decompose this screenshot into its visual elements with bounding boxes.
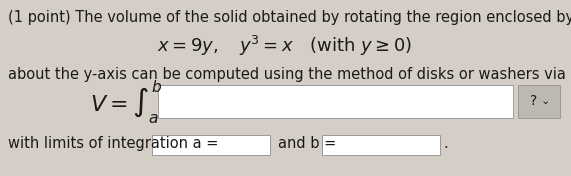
Text: $x = 9y, \quad y^3 = x \quad \mathrm{(with\ } y \geq 0)$: $x = 9y, \quad y^3 = x \quad \mathrm{(wi… <box>158 34 412 58</box>
FancyBboxPatch shape <box>152 135 270 155</box>
Text: ⌄: ⌄ <box>540 96 550 106</box>
FancyBboxPatch shape <box>518 85 560 118</box>
FancyBboxPatch shape <box>322 135 440 155</box>
Text: about the y-axis can be computed using the method of disks or washers via an int: about the y-axis can be computed using t… <box>8 67 571 82</box>
Text: .: . <box>443 136 448 151</box>
Text: $V = \int_a^b$: $V = \int_a^b$ <box>90 78 163 126</box>
Text: with limits of integration a =: with limits of integration a = <box>8 136 218 151</box>
FancyBboxPatch shape <box>158 85 513 118</box>
Text: ?: ? <box>530 94 538 108</box>
Text: and b =: and b = <box>278 136 336 151</box>
Text: (1 point) The volume of the solid obtained by rotating the region enclosed by: (1 point) The volume of the solid obtain… <box>8 10 571 25</box>
